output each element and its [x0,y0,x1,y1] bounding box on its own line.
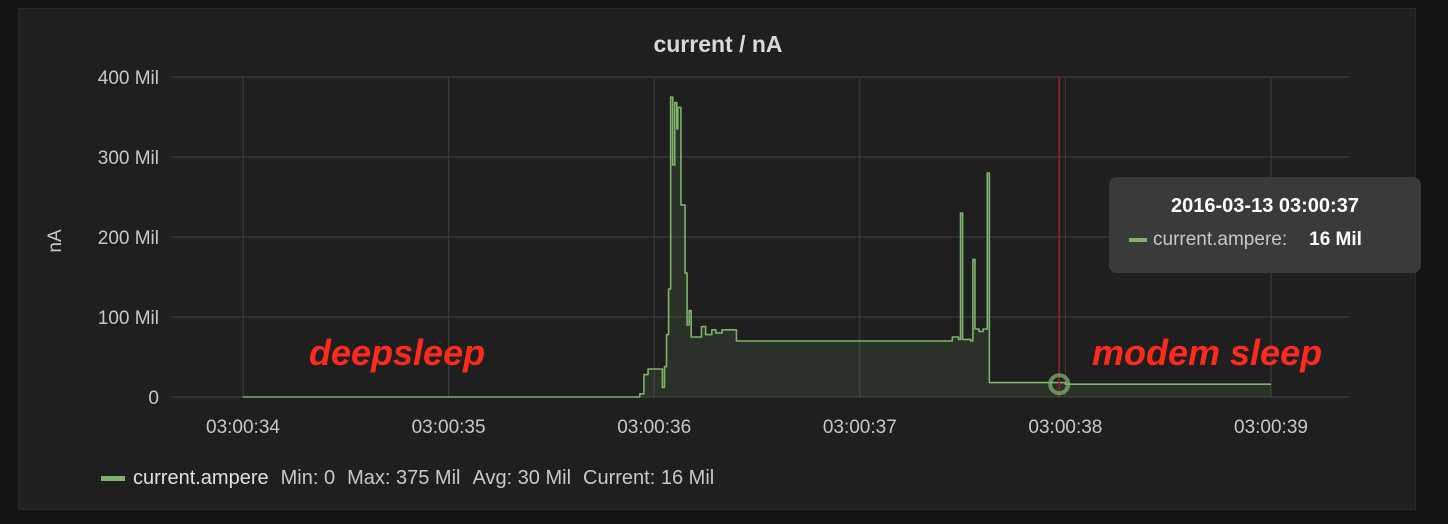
tooltip-series-swatch [1129,238,1147,242]
legend: current.ampere Min: 0 Max: 375 Mil Avg: … [101,467,726,490]
legend-current: Current: 16 Mil [583,467,715,489]
hover-tooltip: 2016-03-13 03:00:37 current.ampere: 16 M… [1109,177,1421,273]
graph-panel: current / nA 0 100 Mil 200 Mil 300 Mil 400 M… [18,8,1421,511]
x-tick-label: 03:00:37 [823,417,897,438]
x-axis-ticks: 03:00:34 03:00:35 03:00:36 03:00:37 03:00:38… [206,417,1308,438]
x-tick-label: 03:00:36 [617,417,691,438]
hover-cursor [1048,77,1071,397]
legend-series-name[interactable]: current.ampere [133,467,269,489]
series-area [243,96,1271,398]
y-tick-label: 0 [148,388,159,409]
y-axis-ticks: 0 100 Mil 200 Mil 300 Mil 400 Mil [98,68,159,409]
y-tick-label: 100 Mil [98,308,159,329]
series-line [243,96,1271,398]
y-axis-label: nA [45,229,66,253]
x-tick-label: 03:00:38 [1028,417,1102,438]
legend-max: Max: 375 Mil [347,467,461,489]
legend-series-swatch[interactable] [101,476,125,481]
x-tick-label: 03:00:34 [206,417,280,438]
annotation-modem-sleep: modem sleep [1092,332,1322,373]
x-tick-label: 03:00:39 [1234,417,1308,438]
tooltip-row: current.ampere: 16 Mil [1129,229,1362,251]
legend-min: Min: 0 [280,467,336,489]
annotation-deepsleep: deepsleep [309,332,485,373]
panel-title[interactable]: current / nA [653,31,783,57]
y-tick-label: 200 Mil [98,228,159,249]
legend-avg: Avg: 30 Mil [472,467,572,489]
tooltip-series-value: 16 Mil [1309,229,1362,250]
y-tick-label: 300 Mil [98,148,159,169]
x-tick-label: 03:00:35 [412,417,486,438]
tooltip-series-name: current.ampere: [1153,229,1288,250]
hover-point-marker [1048,373,1071,396]
y-tick-label: 400 Mil [98,68,159,89]
tooltip-time: 2016-03-13 03:00:37 [1171,195,1359,217]
